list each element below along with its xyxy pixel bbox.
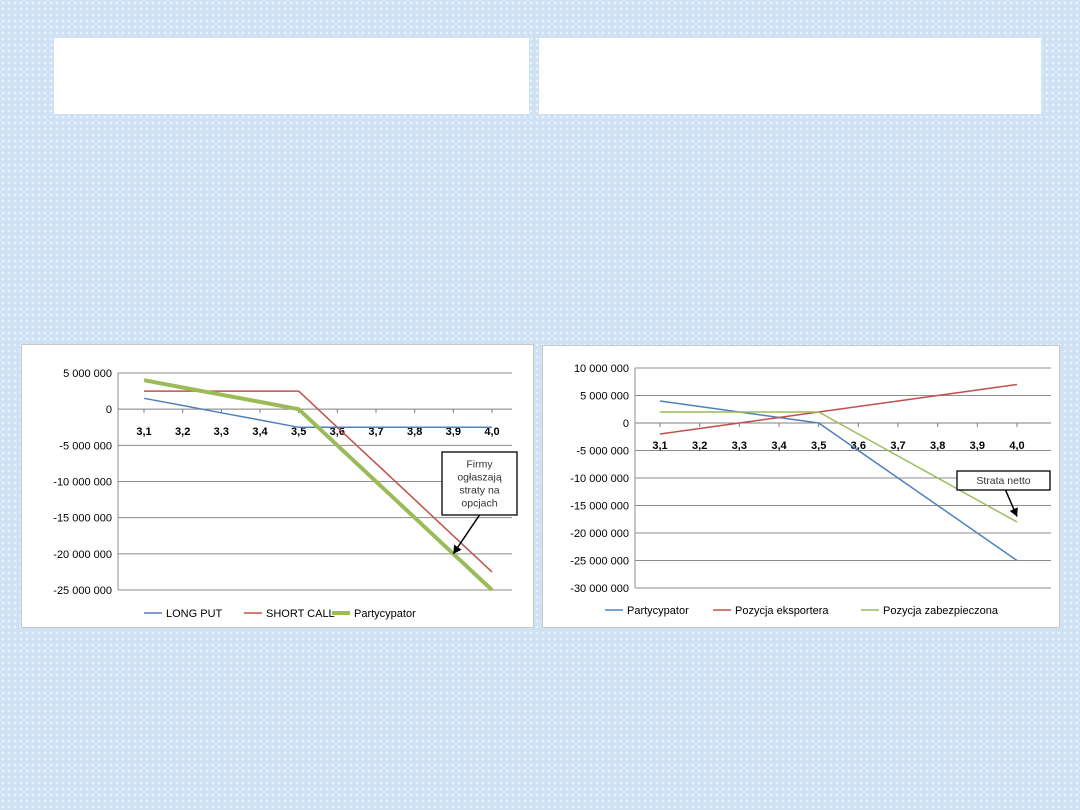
x-tick-label: 3,9 (446, 426, 461, 438)
x-tick-label: 3,4 (771, 440, 787, 452)
x-tick-label: 4,0 (484, 426, 499, 438)
x-tick-label: 3,1 (652, 440, 667, 452)
y-tick-label: -10 000 000 (570, 473, 629, 485)
series-line (143, 397, 492, 429)
y-tick-label: -15 000 000 (570, 501, 629, 513)
callout-text: Firmy (466, 459, 493, 471)
x-tick-label: 3,5 (811, 440, 826, 452)
callout-text: ogłaszają (457, 472, 502, 484)
callout-box (956, 470, 1051, 491)
legend-label: Partycypator (627, 605, 689, 617)
x-tick-label: 3,3 (214, 426, 229, 438)
y-tick-label: 5 000 000 (580, 391, 629, 403)
x-tick-label: 3,1 (136, 426, 151, 438)
header-box-right (539, 38, 1041, 114)
legend-label: SHORT CALL (266, 608, 335, 620)
series-line (659, 383, 1018, 435)
x-tick-label: 3,8 (407, 426, 422, 438)
callout-text: opcjach (461, 498, 497, 510)
callout-arrowhead (1009, 507, 1018, 517)
x-tick-label: 3,2 (175, 426, 190, 438)
chart-right-panel: 10 000 000 5 000 000 0 -5 000 000 -10 000 00… (542, 345, 1060, 628)
y-tick-label: -25 000 000 (53, 585, 112, 597)
x-tick-label: 3,6 (330, 426, 345, 438)
x-tick-label: 3,5 (291, 426, 306, 438)
legend-label: Pozycja eksportera (735, 605, 829, 617)
series-line (143, 378, 494, 592)
x-tick-label: 4,0 (1009, 440, 1024, 452)
x-tick-label: 3,4 (252, 426, 268, 438)
legend-label: Partycypator (354, 608, 416, 620)
callout-text: straty na (459, 485, 499, 497)
y-tick-label: -30 000 000 (570, 583, 629, 595)
chart-left-panel: 5 000 000 0 -5 000 000 -10 000 000 -15 000 0… (21, 344, 534, 628)
y-tick-label: -15 000 000 (53, 513, 112, 525)
legend-label: Pozycja zabezpieczona (883, 605, 999, 617)
y-tick-label: 5 000 000 (63, 368, 112, 380)
callout-arrowhead (453, 544, 462, 554)
y-tick-label: 10 000 000 (574, 363, 629, 375)
x-tick-label: 3,6 (851, 440, 866, 452)
header-box-left (54, 38, 529, 114)
x-tick-label: 3,8 (930, 440, 945, 452)
x-tick-label: 3,3 (732, 440, 747, 452)
y-tick-label: -25 000 000 (570, 556, 629, 568)
series-line (659, 400, 1018, 562)
x-tick-label: 3,7 (890, 440, 905, 452)
chart-right: 10 000 000 5 000 000 0 -5 000 000 -10 000 00… (570, 363, 1051, 617)
y-tick-label: 0 (623, 418, 629, 430)
y-tick-label: -20 000 000 (570, 528, 629, 540)
callout-text: Strata netto (976, 475, 1030, 487)
y-tick-label: -20 000 000 (53, 549, 112, 561)
y-tick-label: -10 000 000 (53, 477, 112, 489)
x-tick-label: 3,7 (368, 426, 383, 438)
chart-left: 5 000 000 0 -5 000 000 -10 000 000 -15 000 0… (53, 368, 518, 620)
y-tick-label: -5 000 000 (576, 446, 629, 458)
x-tick-label: 3,9 (970, 440, 985, 452)
legend-label: LONG PUT (166, 608, 223, 620)
y-tick-label: 0 (106, 404, 112, 416)
x-tick-label: 3,2 (692, 440, 707, 452)
y-tick-label: -5 000 000 (59, 440, 112, 452)
callout-box (441, 451, 518, 516)
